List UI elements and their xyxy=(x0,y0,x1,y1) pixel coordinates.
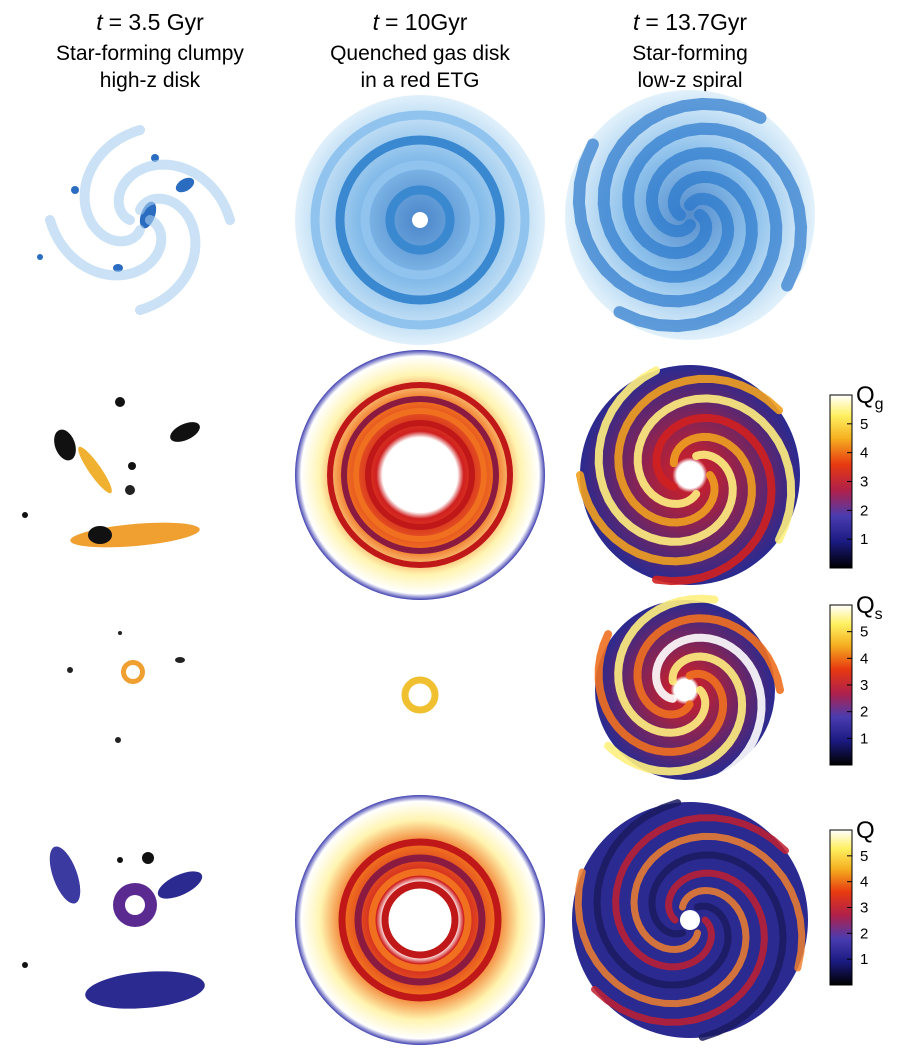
clump xyxy=(142,852,154,864)
clump xyxy=(115,397,125,407)
column-caption: low-z spiral xyxy=(637,69,742,92)
colorbar-tick-label: 1 xyxy=(860,730,868,747)
clump xyxy=(154,866,206,904)
clump xyxy=(128,462,136,470)
time-value: = 10Gyr xyxy=(385,9,468,35)
subscript: g xyxy=(875,396,884,413)
time-variable: t xyxy=(96,9,104,35)
colorbar-tick-label: 4 xyxy=(860,445,868,462)
colorbar-tick-label: 5 xyxy=(860,848,868,865)
column-caption: Star-forming clumpy xyxy=(56,42,244,65)
colorbar-tick-label: 4 xyxy=(860,650,868,667)
colorbar-label: Q xyxy=(856,817,875,844)
panels xyxy=(22,90,815,1045)
symbol: Q xyxy=(856,817,875,844)
time-value: = 13.7Gyr xyxy=(645,9,747,35)
clump xyxy=(67,667,73,673)
clump xyxy=(74,444,116,497)
core xyxy=(680,910,700,930)
time-variable: t xyxy=(633,9,641,35)
clump xyxy=(117,857,123,863)
clump xyxy=(118,631,122,635)
core xyxy=(412,212,428,228)
clump xyxy=(88,526,112,544)
colorbar-tick-label: 1 xyxy=(860,531,868,548)
colorbar-tick-label: 3 xyxy=(860,474,868,491)
clump xyxy=(71,186,79,194)
time-value: = 3.5 Gyr xyxy=(109,9,205,35)
clump xyxy=(125,485,135,495)
clump xyxy=(22,962,28,968)
column-caption: Star-forming xyxy=(632,42,748,65)
column-caption: high-z disk xyxy=(100,69,201,92)
colorbar-label: Qs xyxy=(856,592,883,623)
clump xyxy=(50,427,80,464)
column-time: t= 10Gyr xyxy=(373,9,468,35)
column-time: t= 3.5 Gyr xyxy=(96,9,204,35)
clump xyxy=(175,657,185,663)
column-caption: Quenched gas disk xyxy=(330,42,510,65)
ring xyxy=(405,680,435,710)
colorbar-tick-label: 2 xyxy=(860,925,868,942)
hole xyxy=(126,665,140,679)
clump xyxy=(115,737,121,743)
clump xyxy=(37,254,43,260)
symbol: Q xyxy=(856,382,875,409)
figure: t= 3.5 GyrStar-forming clumpyhigh-z disk… xyxy=(0,0,903,1045)
clump xyxy=(84,967,207,1013)
time-variable: t xyxy=(373,9,381,35)
clump xyxy=(22,512,28,518)
colorbar-tick-label: 2 xyxy=(860,704,868,721)
clump xyxy=(43,843,86,908)
clump xyxy=(167,418,203,446)
colorbar-tick-label: 3 xyxy=(860,900,868,917)
colorbar-tick-label: 4 xyxy=(860,874,868,891)
colorbar-tick-label: 5 xyxy=(860,624,868,641)
colorbar-tick-label: 5 xyxy=(860,416,868,433)
colorbar-tick-label: 3 xyxy=(860,677,868,694)
column-time: t= 13.7Gyr xyxy=(633,9,747,35)
column-caption: in a red ETG xyxy=(360,69,479,92)
subscript: s xyxy=(875,606,883,623)
hole xyxy=(125,895,145,915)
colorbar-tick-label: 2 xyxy=(860,502,868,519)
colorbar-label: Qg xyxy=(856,382,884,413)
disk xyxy=(295,795,545,1045)
colorbar-tick-label: 1 xyxy=(860,951,868,968)
symbol: Q xyxy=(856,592,875,619)
